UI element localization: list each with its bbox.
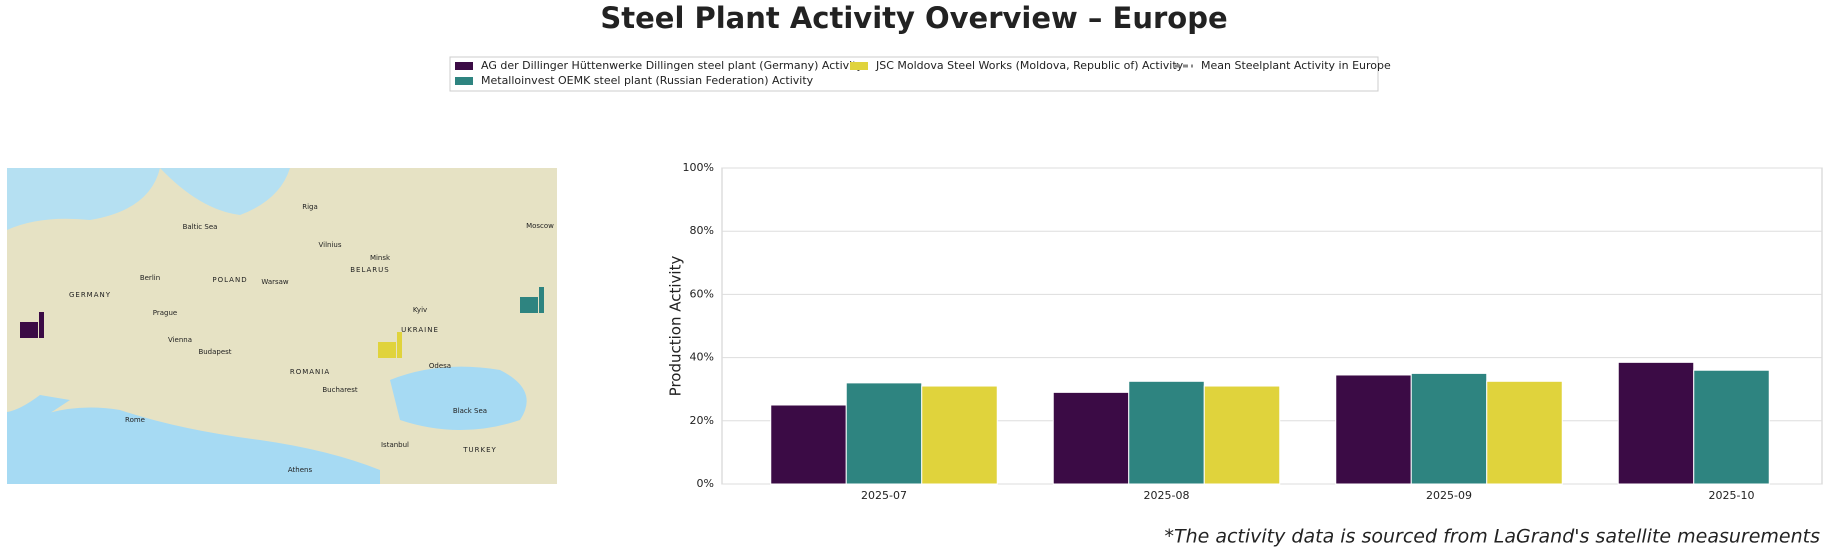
legend-swatch <box>850 62 868 70</box>
map-label: Kyiv <box>413 306 427 314</box>
map-sea <box>7 407 380 484</box>
x-tick-label: 2025-10 <box>1709 489 1755 502</box>
map-label: Baltic Sea <box>183 223 218 231</box>
y-tick-label: 40% <box>690 351 714 364</box>
map-label: Berlin <box>140 274 160 282</box>
map-label: Odesa <box>429 362 451 370</box>
plant-icon <box>520 297 538 313</box>
bar <box>1052 391 1130 485</box>
y-axis-label: Production Activity <box>667 256 685 397</box>
bar <box>1486 380 1563 485</box>
legend-label: Metalloinvest OEMK steel plant (Russian … <box>481 74 814 87</box>
bar <box>921 385 998 485</box>
y-tick-label: 100% <box>683 161 714 174</box>
plant-icon <box>539 287 544 313</box>
bar <box>845 382 923 485</box>
bar <box>1693 369 1770 485</box>
footnote: *The activity data is sourced from LaGra… <box>1164 526 1820 548</box>
map <box>7 168 557 484</box>
map-label: POLAND <box>212 276 247 284</box>
map-label: Istanbul <box>381 441 409 449</box>
map-label: Riga <box>302 203 318 211</box>
plant-icon <box>397 332 402 358</box>
y-tick-label: 0% <box>697 477 714 490</box>
bar <box>1410 372 1488 485</box>
x-tick-label: 2025-08 <box>1144 489 1190 502</box>
map-label: Vienna <box>168 336 192 344</box>
map-label: Vilnius <box>319 241 342 249</box>
map-sea <box>390 366 527 430</box>
legend-label: AG der Dillinger Hüttenwerke Dillingen s… <box>481 59 864 72</box>
legend-label: JSC Moldova Steel Works (Moldova, Republ… <box>875 59 1184 72</box>
map-sea <box>7 395 70 440</box>
map-label: Budapest <box>198 348 231 356</box>
map-label: Prague <box>153 309 177 317</box>
map-label: TURKEY <box>462 446 497 454</box>
map-label: Warsaw <box>261 278 289 286</box>
bar <box>1203 385 1281 485</box>
map-label: Minsk <box>370 254 391 262</box>
legend-swatch <box>455 77 473 85</box>
map-sea <box>160 168 290 215</box>
bar <box>1128 380 1205 485</box>
map-sea <box>7 168 160 230</box>
map-label: ROMANIA <box>290 368 330 376</box>
bar <box>770 404 847 485</box>
x-tick-label: 2025-09 <box>1426 489 1472 502</box>
map-label: Bucharest <box>322 386 357 394</box>
x-tick-label: 2025-07 <box>861 489 907 502</box>
map-label: Rome <box>125 416 145 424</box>
plant-icon <box>378 342 396 358</box>
map-label: UKRAINE <box>401 326 439 334</box>
map-label: GERMANY <box>69 291 111 299</box>
chart-title: Steel Plant Activity Overview – Europe <box>600 1 1227 35</box>
plant-icon <box>39 312 44 338</box>
plant-icon <box>20 322 38 338</box>
legend-label: Mean Steelplant Activity in Europe <box>1201 59 1391 72</box>
map-label: BELARUS <box>350 266 390 274</box>
bar <box>1335 374 1412 485</box>
legend-box <box>449 56 1379 92</box>
y-tick-label: 60% <box>690 287 714 300</box>
bar <box>1617 361 1695 485</box>
y-tick-label: 80% <box>690 224 714 237</box>
map-label: Moscow <box>526 222 554 230</box>
y-tick-label: 20% <box>690 414 714 427</box>
map-label: Athens <box>288 466 313 474</box>
map-label: Black Sea <box>453 407 487 415</box>
legend-swatch <box>455 62 473 70</box>
